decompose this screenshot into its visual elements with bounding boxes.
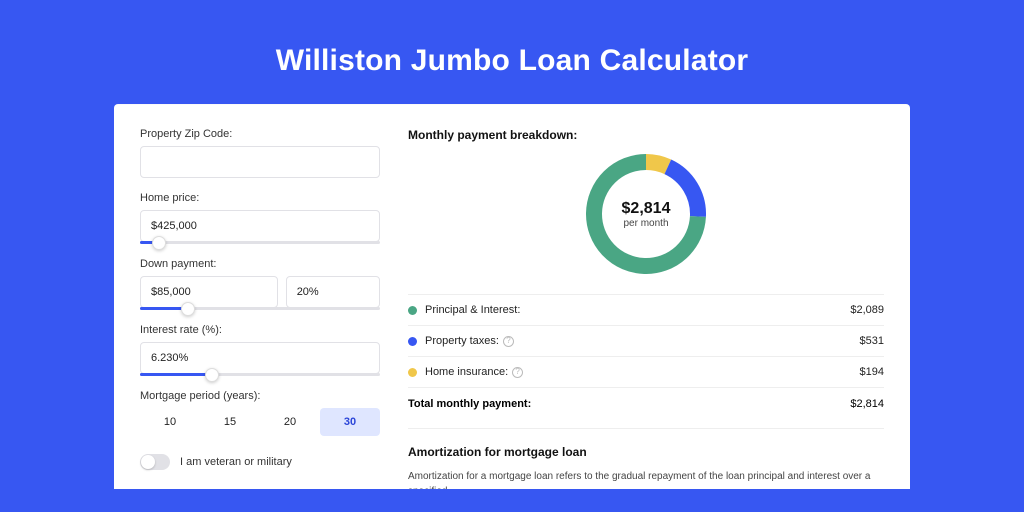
donut-wrap: $2,814 per month bbox=[408, 154, 884, 274]
legend-total-row: Total monthly payment: $2,814 bbox=[408, 387, 884, 424]
period-label: Mortgage period (years): bbox=[140, 390, 380, 402]
legend-value: $2,089 bbox=[850, 304, 884, 316]
interest-slider[interactable] bbox=[140, 373, 380, 376]
veteran-toggle-knob bbox=[141, 455, 155, 469]
legend-row: Principal & Interest: $2,089 bbox=[408, 294, 884, 325]
interest-input[interactable] bbox=[140, 342, 380, 374]
veteran-label: I am veteran or military bbox=[180, 456, 292, 468]
amortization-title: Amortization for mortgage loan bbox=[408, 445, 884, 459]
legend-dot bbox=[408, 337, 417, 346]
legend: Principal & Interest: $2,089 Property taxe… bbox=[408, 294, 884, 387]
page-title: Williston Jumbo Loan Calculator bbox=[276, 44, 749, 78]
legend-label: Principal & Interest: bbox=[425, 304, 850, 316]
legend-value: $531 bbox=[860, 335, 884, 347]
legend-label-text: Property taxes: bbox=[425, 335, 499, 347]
info-icon[interactable]: ? bbox=[512, 367, 523, 378]
legend-dot bbox=[408, 306, 417, 315]
donut-chart: $2,814 per month bbox=[586, 154, 706, 274]
period-field: Mortgage period (years): 10152030 bbox=[140, 390, 380, 436]
home-price-input[interactable] bbox=[140, 210, 380, 242]
home-price-slider[interactable] bbox=[140, 241, 380, 244]
period-btn-20[interactable]: 20 bbox=[260, 408, 320, 436]
legend-row: Home insurance:?$194 bbox=[408, 356, 884, 387]
period-btn-15[interactable]: 15 bbox=[200, 408, 260, 436]
home-price-field: Home price: bbox=[140, 192, 380, 244]
info-icon[interactable]: ? bbox=[503, 336, 514, 347]
legend-total-label: Total monthly payment: bbox=[408, 398, 850, 410]
legend-value: $194 bbox=[860, 366, 884, 378]
veteran-row: I am veteran or military bbox=[140, 454, 380, 470]
legend-dot bbox=[408, 368, 417, 377]
amortization-text: Amortization for a mortgage loan refers … bbox=[408, 469, 884, 489]
veteran-toggle[interactable] bbox=[140, 454, 170, 470]
legend-label: Property taxes:? bbox=[425, 335, 860, 347]
form-column: Property Zip Code: Home price: Down paym… bbox=[140, 128, 380, 489]
down-payment-slider[interactable] bbox=[140, 307, 380, 310]
period-btn-30[interactable]: 30 bbox=[320, 408, 380, 436]
home-price-label: Home price: bbox=[140, 192, 380, 204]
zip-label: Property Zip Code: bbox=[140, 128, 380, 140]
zip-input[interactable] bbox=[140, 146, 380, 178]
donut-amount: $2,814 bbox=[622, 200, 671, 218]
down-payment-pct-input[interactable] bbox=[286, 276, 380, 308]
breakdown-title: Monthly payment breakdown: bbox=[408, 128, 884, 142]
calculator-card: Property Zip Code: Home price: Down paym… bbox=[114, 104, 910, 489]
zip-field: Property Zip Code: bbox=[140, 128, 380, 178]
down-payment-input[interactable] bbox=[140, 276, 278, 308]
down-payment-label: Down payment: bbox=[140, 258, 380, 270]
interest-slider-thumb[interactable] bbox=[205, 368, 219, 382]
legend-label: Home insurance:? bbox=[425, 366, 860, 378]
legend-row: Property taxes:?$531 bbox=[408, 325, 884, 356]
period-btn-10[interactable]: 10 bbox=[140, 408, 200, 436]
home-price-slider-thumb[interactable] bbox=[152, 236, 166, 250]
donut-center: $2,814 per month bbox=[586, 154, 706, 274]
interest-slider-fill bbox=[140, 373, 212, 376]
legend-total-value: $2,814 bbox=[850, 398, 884, 410]
amortization-section: Amortization for mortgage loan Amortizat… bbox=[408, 428, 884, 489]
donut-sub: per month bbox=[623, 218, 668, 229]
interest-field: Interest rate (%): bbox=[140, 324, 380, 376]
down-payment-field: Down payment: bbox=[140, 258, 380, 310]
legend-label-text: Home insurance: bbox=[425, 366, 508, 378]
interest-label: Interest rate (%): bbox=[140, 324, 380, 336]
period-group: 10152030 bbox=[140, 408, 380, 436]
down-payment-slider-thumb[interactable] bbox=[181, 302, 195, 316]
breakdown-column: Monthly payment breakdown: $2,814 per mo… bbox=[408, 128, 884, 489]
legend-label-text: Principal & Interest: bbox=[425, 304, 520, 316]
